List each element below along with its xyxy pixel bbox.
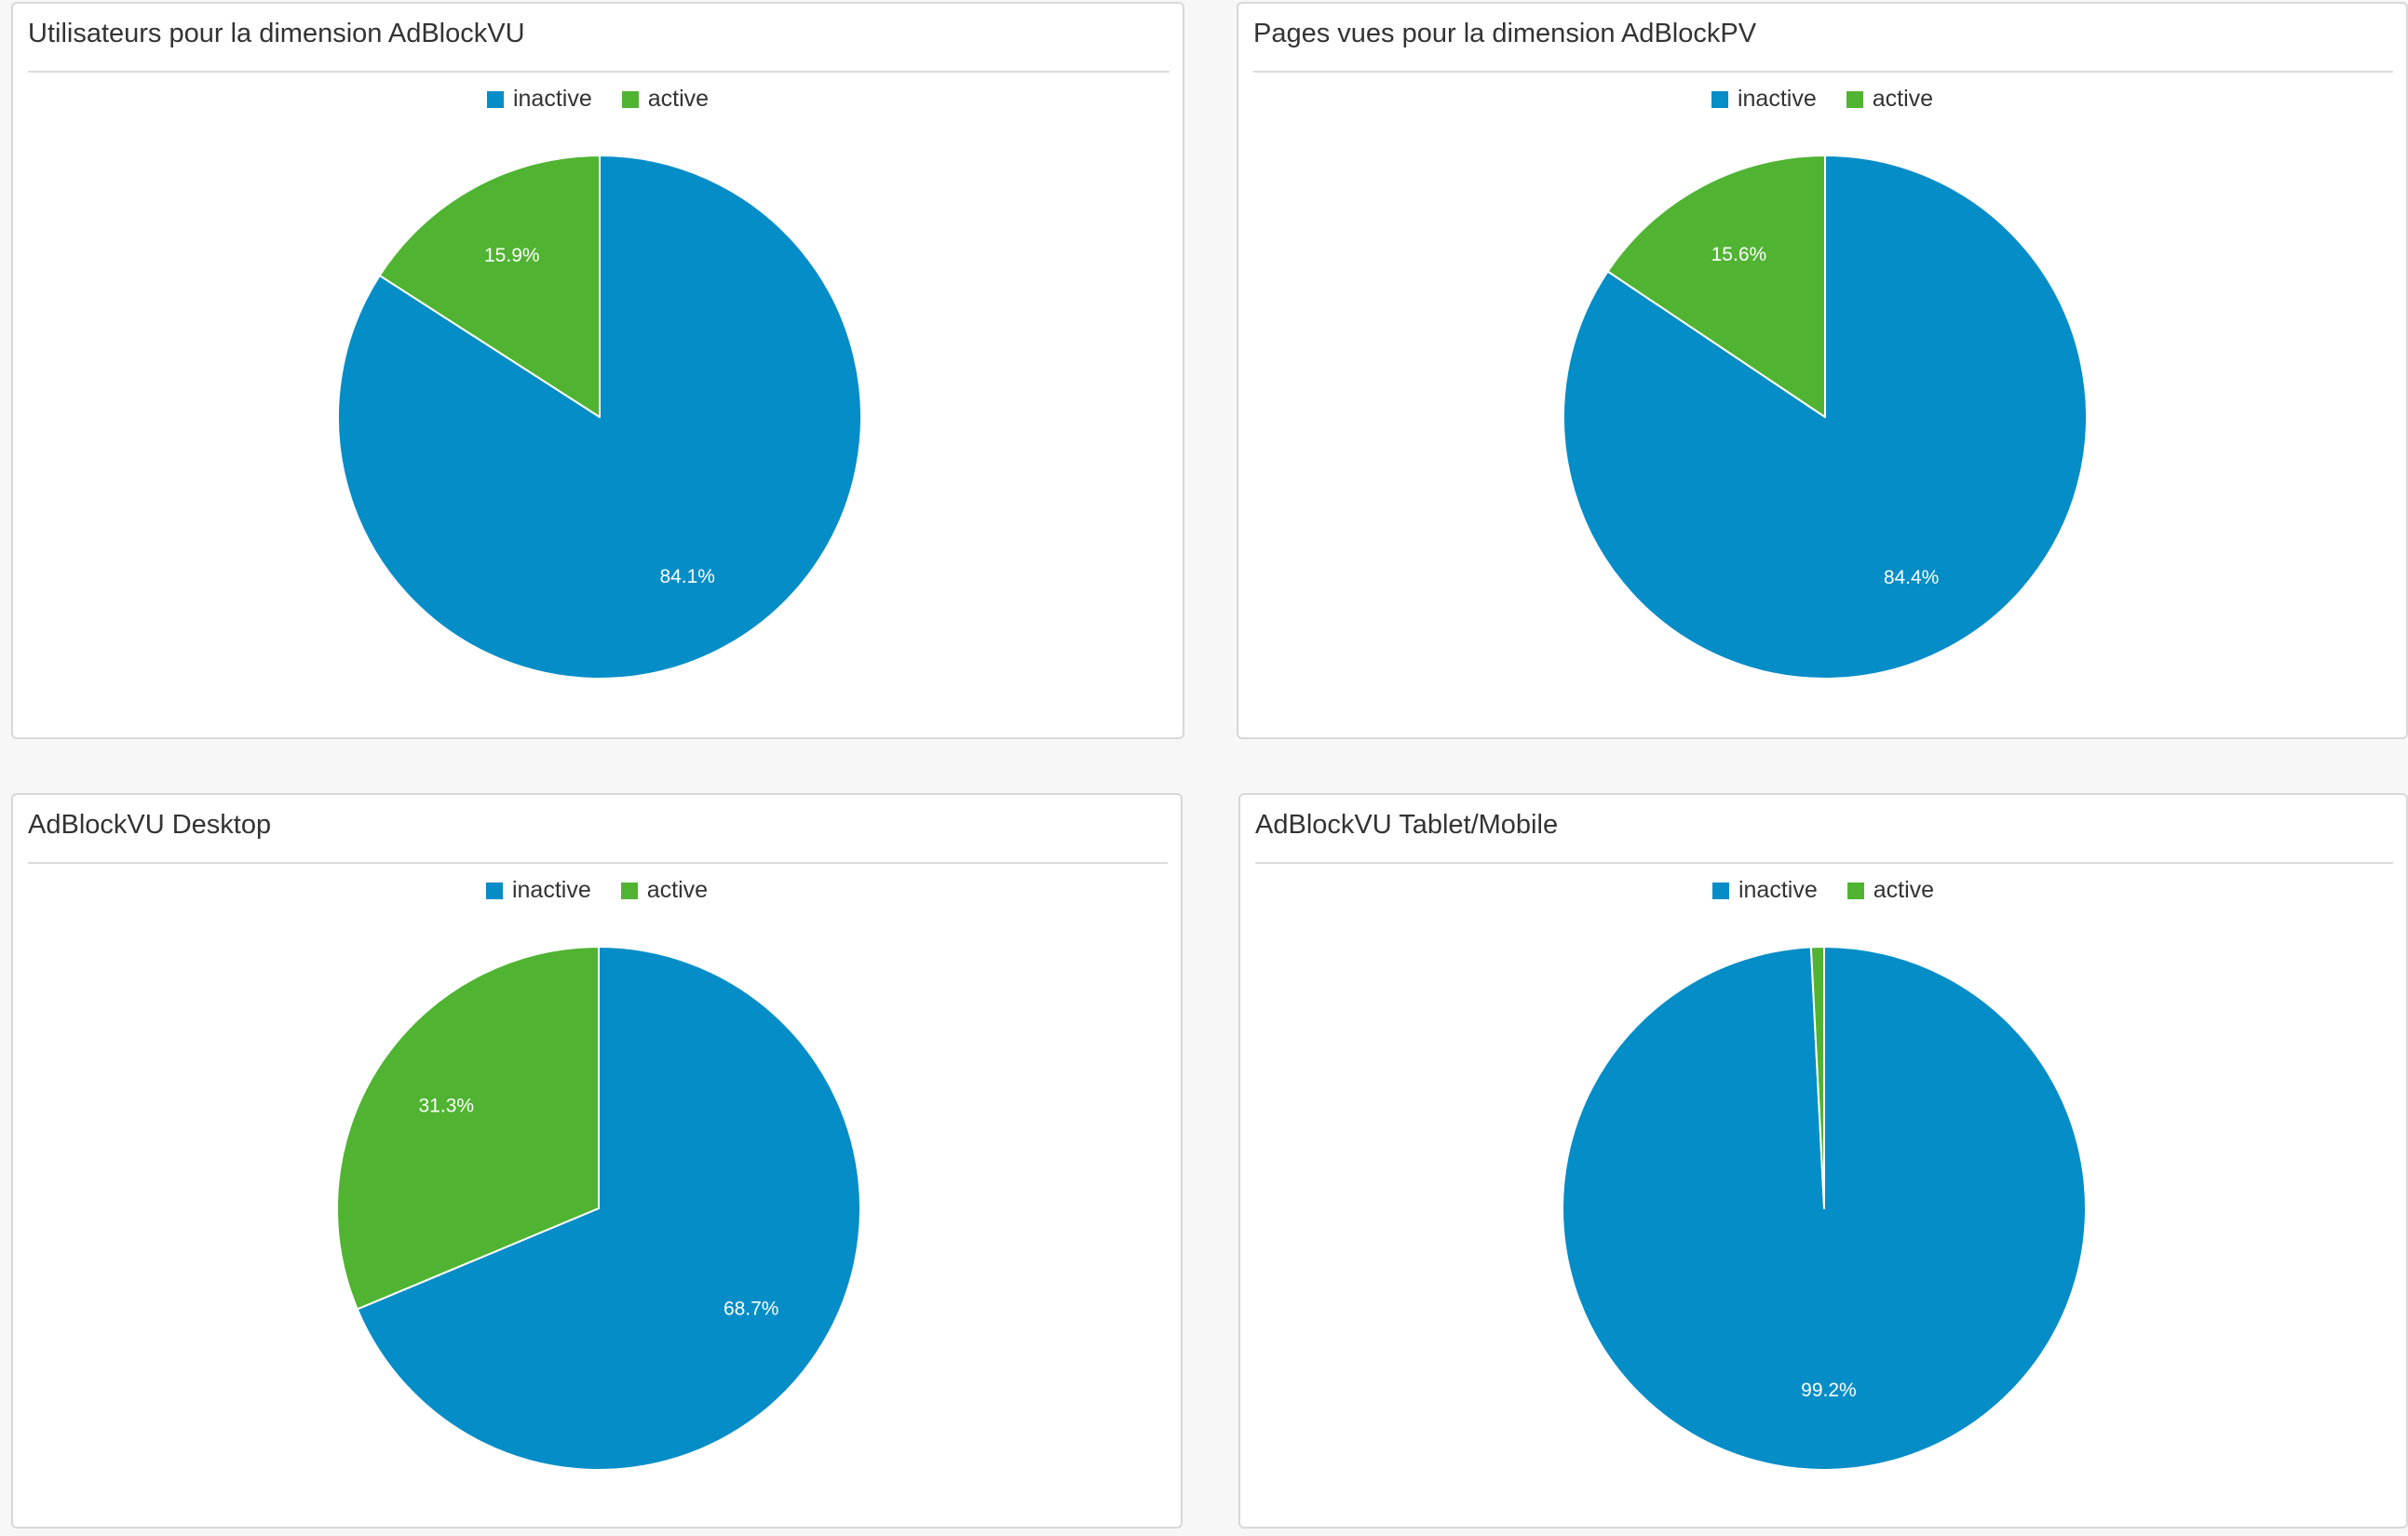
legend-label-active: active xyxy=(647,86,710,112)
pie-chart: 68.7% 31.3% xyxy=(336,946,861,1471)
pie-chart: 99.2% xyxy=(1562,946,2087,1471)
chart-legend: inactive active xyxy=(1240,877,2406,904)
pie-slice-active[interactable] xyxy=(1606,155,1826,418)
legend-label-active: active xyxy=(646,877,709,903)
chart-panel-users: Utilisateurs pour la dimension AdBlockVU… xyxy=(11,2,1184,739)
pie-label-inactive: 84.4% xyxy=(1884,567,1940,588)
chart-legend: inactive active xyxy=(1238,86,2406,113)
legend-swatch-active xyxy=(1846,90,1863,108)
pie-slice-active[interactable] xyxy=(378,155,601,418)
chart-title: AdBlockVU Desktop xyxy=(28,810,272,840)
pie-chart: 84.4% 15.6% xyxy=(1562,155,2088,680)
chart-legend: inactive active xyxy=(13,877,1181,904)
chart-title: AdBlockVU Tablet/Mobile xyxy=(1255,810,1559,840)
legend-item-inactive[interactable]: inactive xyxy=(486,86,592,113)
pie-label-inactive: 84.1% xyxy=(659,566,715,587)
legend-swatch-inactive xyxy=(1711,90,1728,108)
pie-label-active: 31.3% xyxy=(419,1096,475,1117)
pie-slice-inactive[interactable] xyxy=(356,946,861,1471)
legend-item-active[interactable]: active xyxy=(621,86,710,113)
pie-slice-active[interactable] xyxy=(336,946,600,1311)
legend-item-inactive[interactable]: inactive xyxy=(485,877,591,904)
chart-title: Utilisateurs pour la dimension AdBlockVU xyxy=(28,19,525,48)
legend-swatch-inactive xyxy=(1711,882,1729,899)
pie-chart: 84.1% 15.9% xyxy=(337,155,862,680)
legend-swatch-active xyxy=(621,90,639,108)
chart-panel-tablet-mobile: AdBlockVU Tablet/Mobile inactive active … xyxy=(1238,793,2408,1529)
legend-item-active[interactable]: active xyxy=(1847,877,1934,904)
pie-slice-active[interactable] xyxy=(1809,946,1825,1209)
chart-panel-desktop: AdBlockVU Desktop inactive active 68.7% 3… xyxy=(11,793,1183,1529)
legend-label-inactive: inactive xyxy=(1737,86,1817,112)
legend-label-active: active xyxy=(1873,877,1935,903)
legend-label-inactive: inactive xyxy=(512,86,592,112)
pie-label-active: 15.9% xyxy=(484,245,540,266)
legend-swatch-inactive xyxy=(486,90,504,108)
legend-item-active[interactable]: active xyxy=(1846,86,1934,113)
legend-label-active: active xyxy=(1872,86,1934,112)
chart-panel-pageviews: Pages vues pour la dimension AdBlockPV i… xyxy=(1237,2,2408,739)
pie-label-inactive: 68.7% xyxy=(724,1299,779,1320)
pie-label-active: 15.6% xyxy=(1711,244,1767,265)
legend-swatch-active xyxy=(1847,882,1864,899)
legend-item-inactive[interactable]: inactive xyxy=(1711,877,1818,904)
chart-title: Pages vues pour la dimension AdBlockPV xyxy=(1253,19,1757,48)
title-divider xyxy=(28,71,1170,73)
legend-label-inactive: inactive xyxy=(1738,877,1818,903)
chart-legend: inactive active xyxy=(13,86,1183,113)
pie-slice-inactive[interactable] xyxy=(1562,155,2088,680)
legend-item-active[interactable]: active xyxy=(620,877,709,904)
legend-item-inactive[interactable]: inactive xyxy=(1711,86,1817,113)
title-divider xyxy=(1255,862,2393,864)
title-divider xyxy=(28,862,1168,864)
legend-swatch-inactive xyxy=(485,882,503,899)
title-divider xyxy=(1253,71,2393,73)
legend-swatch-active xyxy=(620,882,638,899)
pie-label-inactive: 99.2% xyxy=(1801,1380,1857,1401)
legend-label-inactive: inactive xyxy=(511,877,591,903)
